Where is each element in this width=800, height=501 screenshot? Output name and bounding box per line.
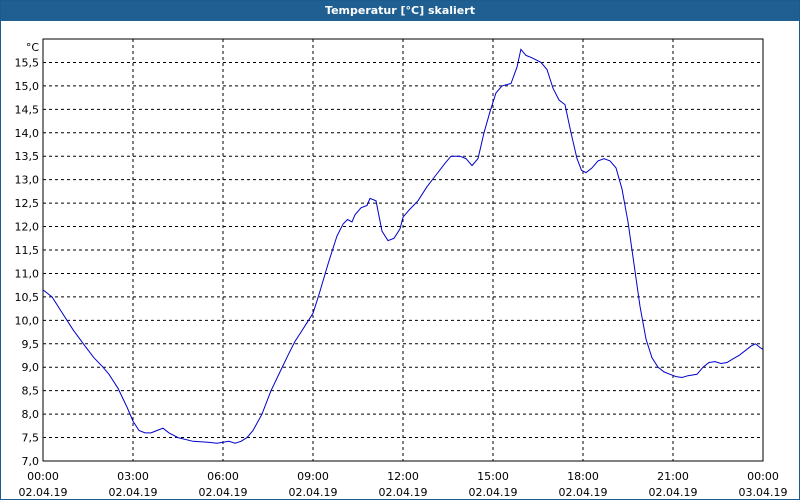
y-tick-label: 11,0 (15, 267, 40, 280)
x-tick-date: 02.04.19 (199, 486, 248, 499)
x-tick-time: 12:00 (387, 470, 419, 483)
y-tick-label: 8,0 (22, 408, 40, 421)
window-title: Temperatur [°C] skaliert (1, 1, 799, 21)
y-tick-label: 10,0 (15, 314, 40, 327)
y-tick-label: 15,0 (15, 80, 40, 93)
y-tick-label: 15,5 (15, 56, 40, 69)
x-tick-date: 02.04.19 (649, 486, 698, 499)
x-tick-time: 18:00 (567, 470, 599, 483)
y-tick-label: 9,0 (22, 361, 40, 374)
x-tick-date: 02.04.19 (289, 486, 338, 499)
x-tick-date: 02.04.19 (379, 486, 428, 499)
x-tick-time: 00:00 (27, 470, 59, 483)
x-tick-time: 00:00 (747, 470, 779, 483)
y-tick-label: 7,0 (22, 455, 40, 468)
x-tick-date: 02.04.19 (19, 486, 68, 499)
x-tick-time: 21:00 (657, 470, 689, 483)
y-tick-label: 8,5 (22, 385, 40, 398)
y-tick-label: 9,5 (22, 338, 40, 351)
y-axis-unit: °C (26, 41, 40, 54)
x-tick-time: 15:00 (477, 470, 509, 483)
x-tick-time: 09:00 (297, 470, 329, 483)
y-tick-label: 7,5 (22, 432, 40, 445)
x-tick-date: 02.04.19 (559, 486, 608, 499)
y-tick-label: 11,5 (15, 244, 40, 257)
y-tick-label: 10,5 (15, 291, 40, 304)
y-tick-label: 12,0 (15, 221, 40, 234)
temperature-series-line (42, 48, 764, 444)
y-tick-label: 12,5 (15, 197, 40, 210)
x-tick-date: 02.04.19 (469, 486, 518, 499)
x-tick-time: 06:00 (207, 470, 239, 483)
x-tick-time: 03:00 (117, 470, 149, 483)
y-tick-label: 13,5 (15, 150, 40, 163)
y-tick-label: 14,5 (15, 103, 40, 116)
x-tick-date: 02.04.19 (109, 486, 158, 499)
grid (43, 39, 763, 461)
x-tick-date: 03.04.19 (739, 486, 788, 499)
plot-frame (42, 38, 764, 462)
y-tick-label: 14,0 (15, 127, 40, 140)
y-tick-labels: 7,0 7,5 8,0 8,5 9,0 9,5 10,0 10,5 11,0 11,5 12,0 12… (15, 56, 40, 468)
y-tick-label: 13,0 (15, 174, 40, 187)
x-tick-labels: 00:00 02.04.19 03:00 02.04.19 06:00 02.04.19 0… (19, 470, 788, 499)
